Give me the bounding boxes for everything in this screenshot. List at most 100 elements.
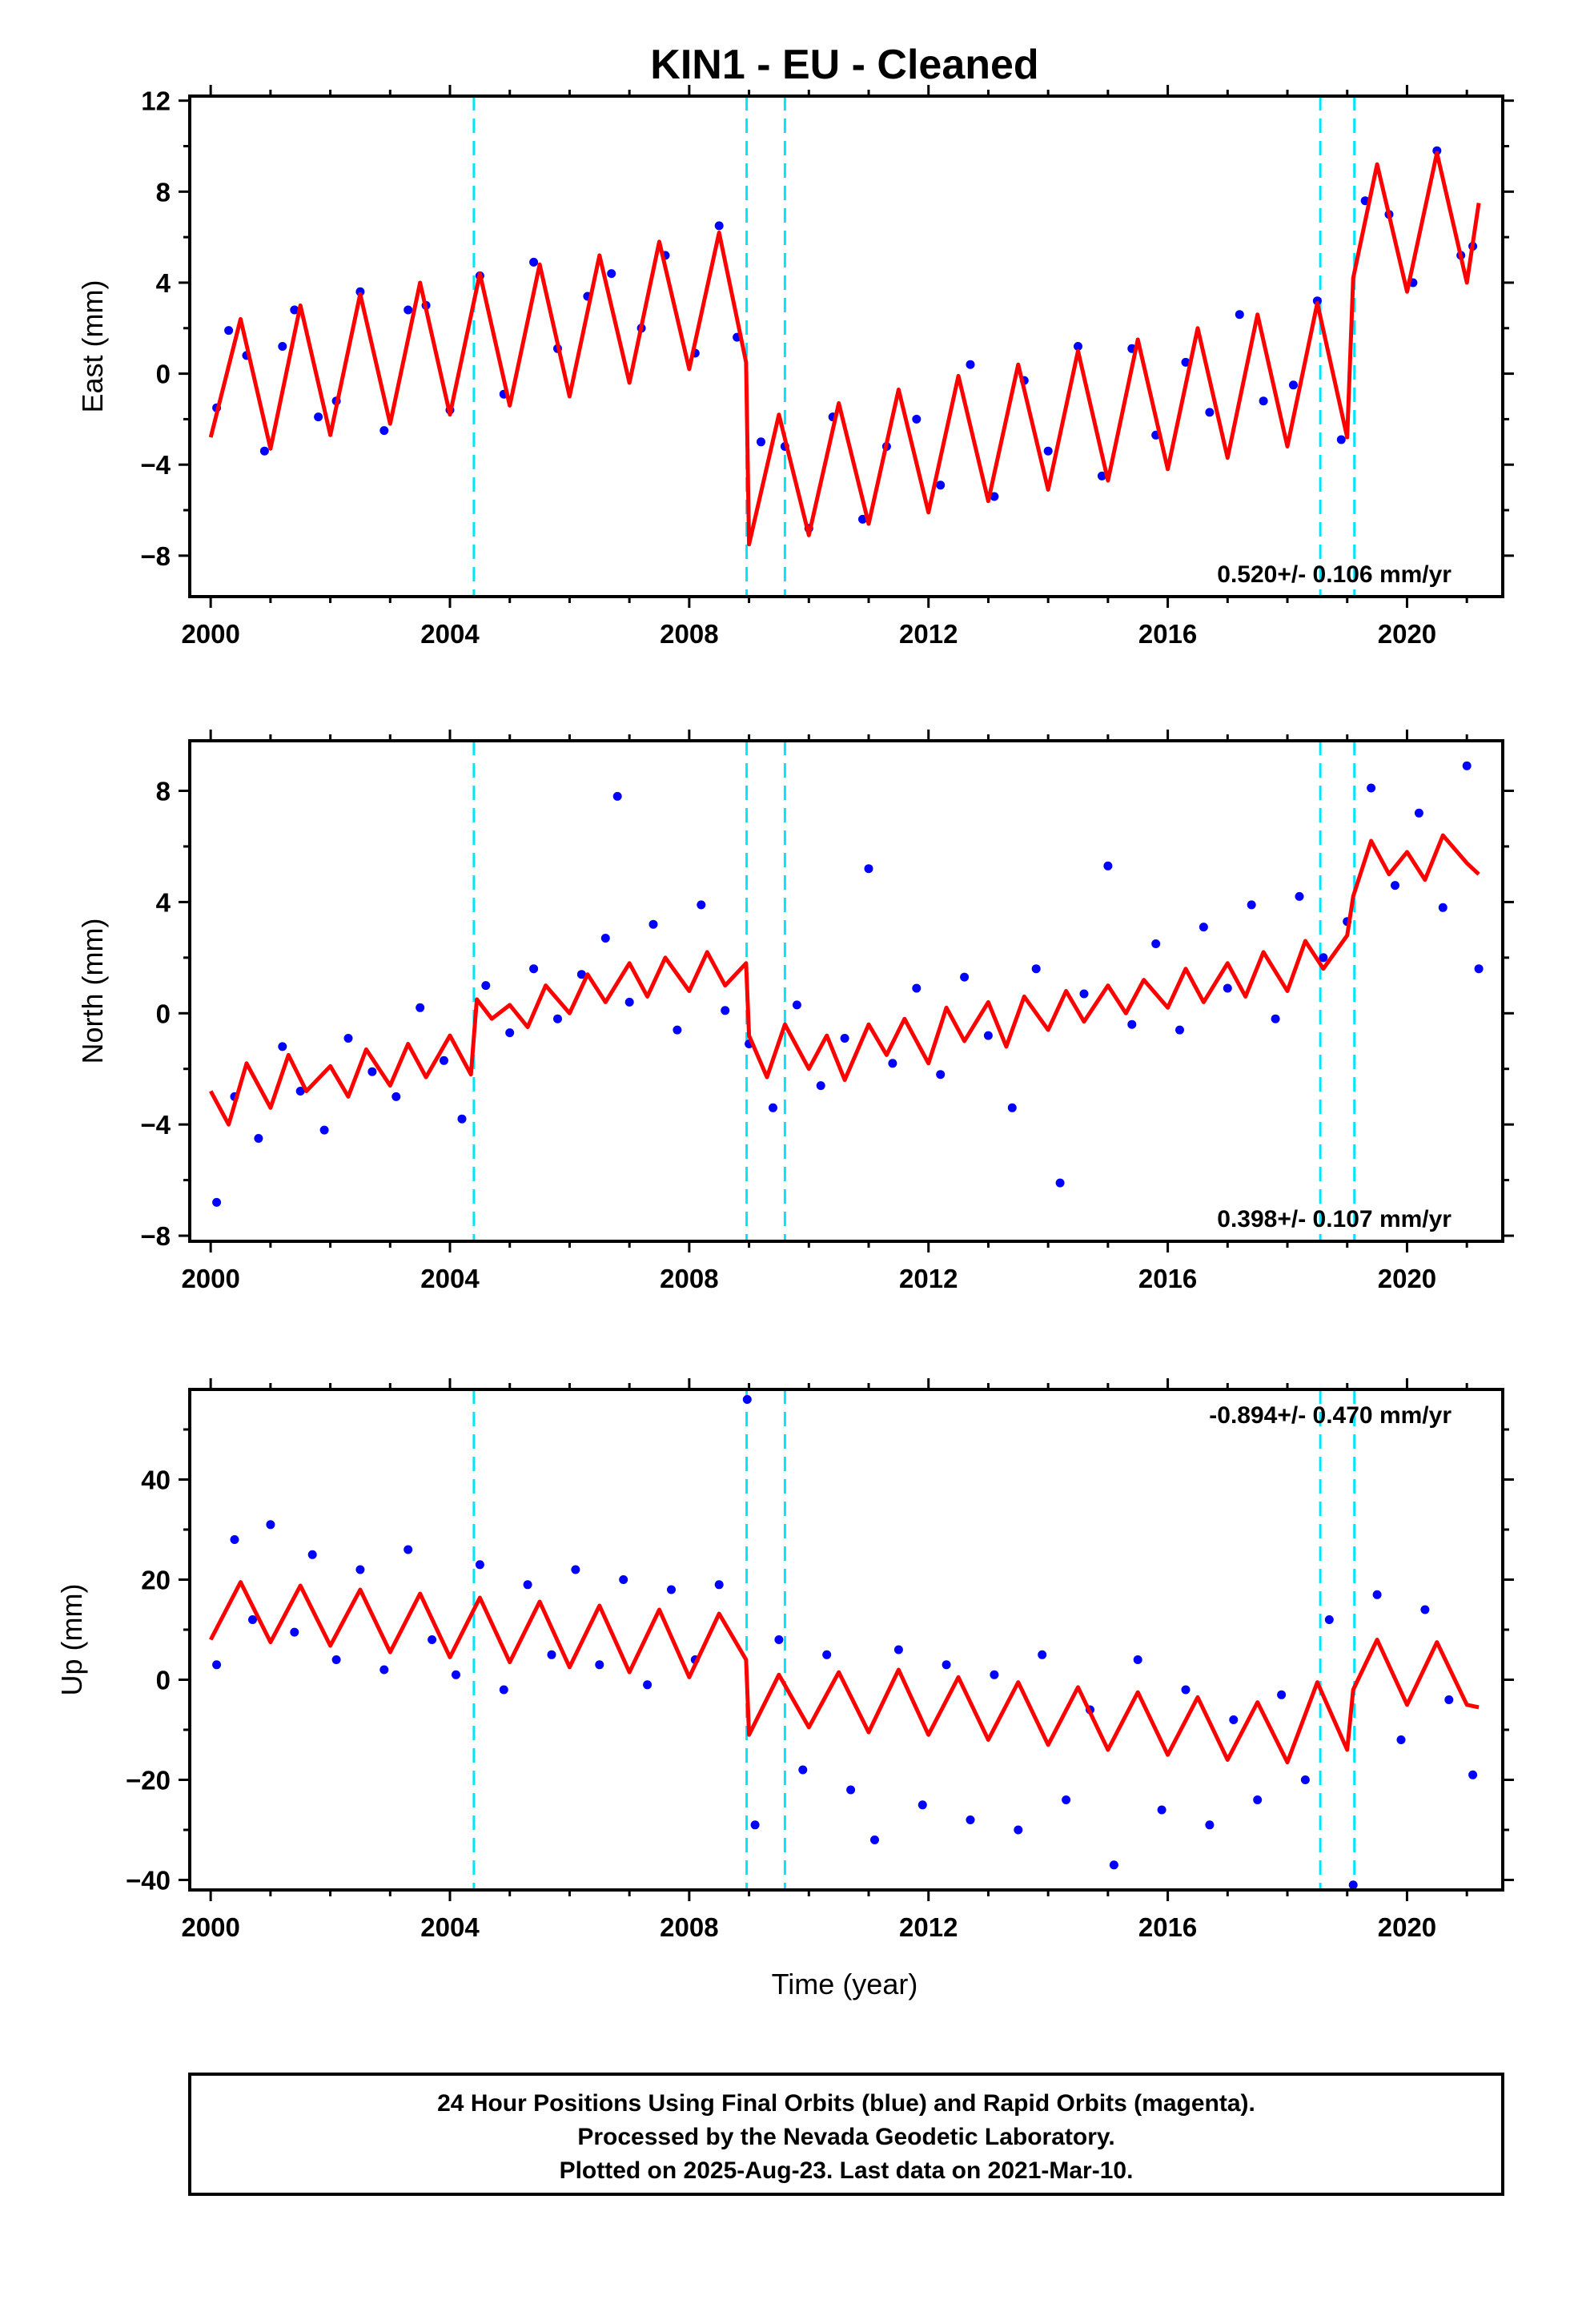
x-axis-label: Time (year): [772, 1968, 918, 2000]
x-tick-label: 2020: [1378, 619, 1436, 649]
data-point: [1391, 881, 1399, 891]
data-point: [840, 1034, 849, 1043]
y-axis-label: Up (mm): [55, 1584, 88, 1696]
data-point: [1336, 435, 1346, 444]
y-tick-label: −4: [140, 1110, 171, 1140]
data-point: [721, 1006, 730, 1015]
data-point: [864, 864, 873, 874]
data-point: [1253, 1795, 1263, 1804]
data-point: [643, 1680, 652, 1690]
data-point: [1062, 1795, 1071, 1804]
y-tick-label: 20: [141, 1566, 171, 1595]
data-point: [870, 1835, 879, 1844]
y-tick-label: 0: [156, 360, 171, 389]
data-point: [990, 1670, 999, 1679]
y-tick-label: 0: [156, 999, 171, 1028]
plot-frame: [188, 1388, 1504, 1892]
y-tick-label: 8: [156, 777, 171, 806]
data-point: [547, 1650, 556, 1659]
data-point: [230, 1535, 239, 1544]
data-point: [1199, 923, 1208, 932]
data-point: [1151, 939, 1161, 948]
data-point: [1109, 1860, 1118, 1870]
data-point: [1259, 396, 1268, 406]
data-point: [1181, 1685, 1191, 1695]
data-point: [1396, 1735, 1406, 1744]
data-point: [1468, 1770, 1478, 1779]
data-point: [917, 1800, 927, 1810]
y-tick-label: 4: [156, 887, 171, 917]
footer-line-2: Processed by the Nevada Geodetic Laborat…: [577, 2124, 1114, 2150]
x-tick-label: 2000: [181, 1264, 239, 1293]
data-point: [529, 964, 539, 974]
footer-line-3: Plotted on 2025-Aug-23. Last data on 202…: [560, 2157, 1134, 2184]
data-point: [798, 1765, 808, 1775]
plot-frame: [188, 739, 1504, 1243]
footer-box: 24 Hour Positions Using Final Orbits (bl…: [188, 2073, 1504, 2196]
data-point: [942, 1660, 951, 1670]
data-point: [529, 257, 539, 267]
data-point: [1175, 1025, 1184, 1035]
data-point: [367, 1067, 377, 1076]
x-tick-label: 2004: [420, 1264, 480, 1293]
data-point: [619, 1575, 628, 1584]
data-point: [259, 446, 269, 456]
x-tick-label: 2008: [660, 1912, 718, 1942]
data-point: [404, 305, 413, 315]
data-point: [1414, 808, 1423, 818]
data-point: [822, 1650, 832, 1659]
data-point: [343, 1034, 353, 1043]
y-tick-label: 4: [156, 268, 171, 298]
x-tick-label: 2012: [899, 1264, 958, 1293]
x-tick-label: 2008: [660, 619, 718, 649]
data-point: [1462, 761, 1472, 770]
data-point: [355, 287, 365, 296]
y-tick-label: −40: [126, 1866, 171, 1896]
data-point: [912, 414, 921, 424]
data-point: [295, 1087, 305, 1096]
data-point: [912, 983, 921, 993]
data-point: [742, 1395, 752, 1404]
data-point: [1205, 408, 1215, 417]
data-point: [290, 305, 299, 315]
data-point: [1223, 983, 1232, 993]
y-tick-label: 8: [156, 177, 171, 207]
data-point: [1007, 1103, 1017, 1112]
data-point: [416, 1003, 425, 1012]
data-point: [452, 1670, 460, 1679]
data-point: [1312, 296, 1322, 306]
data-point: [714, 221, 724, 231]
data-point: [1133, 1655, 1142, 1664]
model-line: [208, 833, 1480, 1127]
data-point: [1372, 1590, 1382, 1599]
north-panel: 2000 2004 2008 2012 2016 2020 −8 −4 0 4 8 North (mm…: [76, 730, 1514, 1293]
x-tick-label: 2000: [181, 619, 239, 649]
data-point: [624, 997, 634, 1007]
data-point: [1079, 989, 1089, 999]
footer-line-1: 24 Hour Positions Using Final Orbits (bl…: [437, 2090, 1255, 2117]
x-tick-label: 2000: [181, 1912, 239, 1942]
x-tick-label: 2020: [1378, 1912, 1436, 1942]
x-tick-label: 2016: [1138, 1264, 1197, 1293]
data-point: [888, 1059, 897, 1068]
data-point: [428, 1635, 437, 1644]
footer-frame: [188, 2073, 1504, 2196]
data-point: [648, 919, 658, 929]
data-point: [966, 1815, 975, 1824]
data-point: [893, 1645, 903, 1655]
data-point: [440, 1055, 448, 1065]
data-point: [936, 1070, 946, 1080]
data-point: [1474, 964, 1484, 974]
data-point: [278, 342, 287, 351]
data-point: [1038, 1650, 1047, 1659]
data-point: [1324, 1615, 1334, 1624]
data-point: [1031, 964, 1041, 974]
data-point: [475, 1560, 484, 1570]
data-point: [1103, 861, 1113, 870]
data-point: [1235, 310, 1244, 320]
data-point: [1319, 953, 1328, 963]
data-point: [966, 360, 975, 369]
data-point: [757, 437, 765, 447]
y-tick-label: 40: [141, 1466, 171, 1495]
rate-label: 0.520+/- 0.106 mm/yr: [1217, 561, 1452, 588]
